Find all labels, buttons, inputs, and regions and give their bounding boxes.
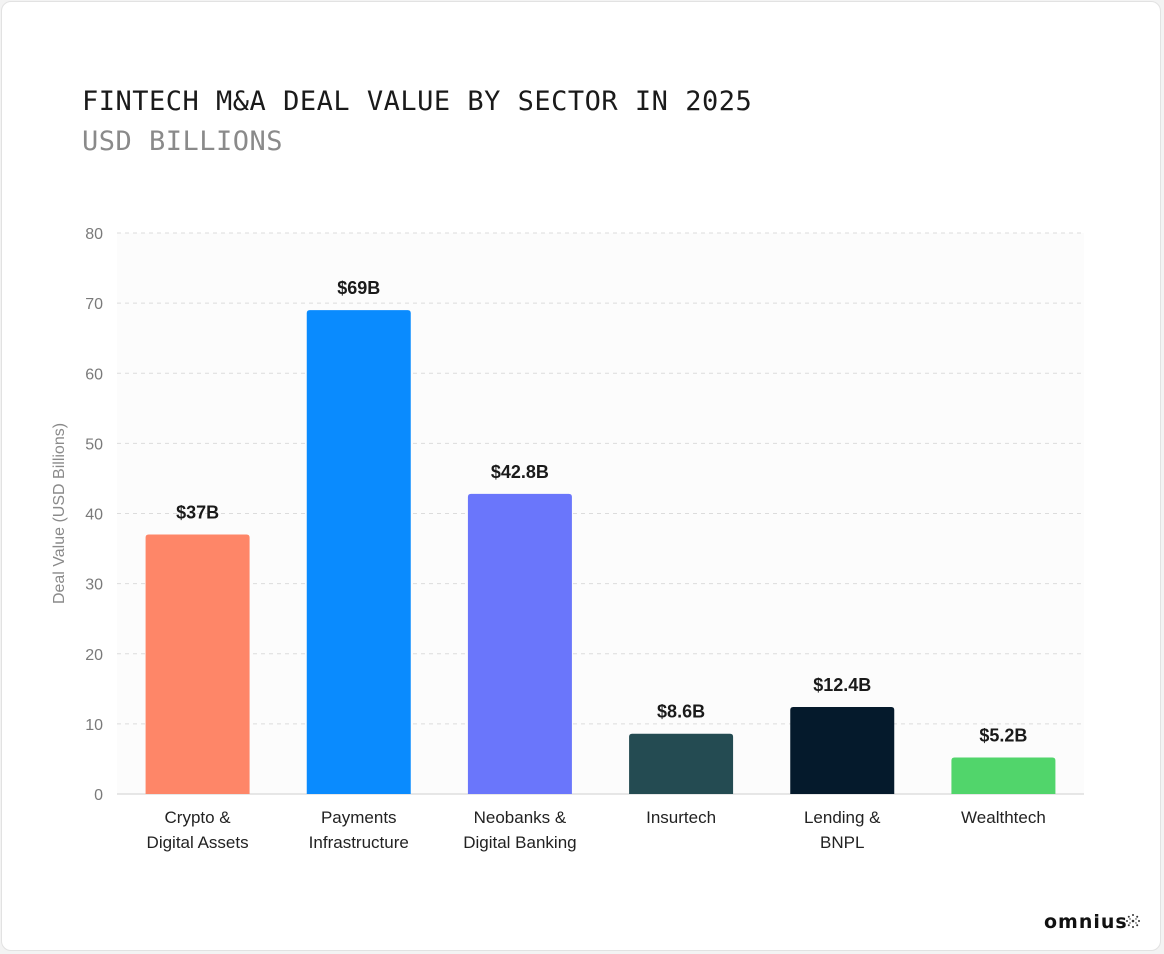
x-tick-label: Infrastructure [309,833,409,852]
bar [790,707,895,794]
y-tick-label: 70 [85,296,103,313]
data-label: $37B [176,503,219,523]
x-tick-label: Payments [321,808,397,827]
x-tick-label: Lending & [804,808,881,827]
data-label: $69B [337,278,380,298]
y-tick-label: 30 [85,577,103,594]
y-tick-label: 60 [85,366,103,383]
bar [629,733,734,794]
bar [467,493,572,794]
x-tick-label: Wealthtech [961,808,1046,827]
x-tick-label: BNPL [820,833,864,852]
data-label: $12.4B [813,675,871,695]
x-tick-label: Insurtech [646,808,716,827]
bar [145,534,250,794]
chart-title: FINTECH M&A DEAL VALUE BY SECTOR IN 2025 [82,86,753,117]
x-tick-label: Digital Assets [147,833,249,852]
x-tick-label: Neobanks & [474,808,567,827]
y-tick-label: 40 [85,507,103,524]
omnius-logo-mark-icon [1126,914,1140,928]
y-tick-label: 0 [94,787,103,804]
bar [306,310,411,794]
omnius-logo: omnius [1044,911,1128,933]
y-tick-label: 20 [85,647,103,664]
data-label: $42.8B [491,462,549,482]
x-tick-label: Digital Banking [463,833,576,852]
data-label: $5.2B [979,726,1027,746]
x-tick-label: Crypto & [165,808,232,827]
y-tick-label: 80 [85,226,103,243]
y-tick-label: 10 [85,717,103,734]
y-axis-label: Deal Value (USD Billions) [51,423,68,604]
bar [951,757,1056,794]
chart-subtitle: USD BILLIONS [82,126,284,157]
data-label: $8.6B [657,702,705,722]
y-tick-label: 50 [85,436,103,453]
